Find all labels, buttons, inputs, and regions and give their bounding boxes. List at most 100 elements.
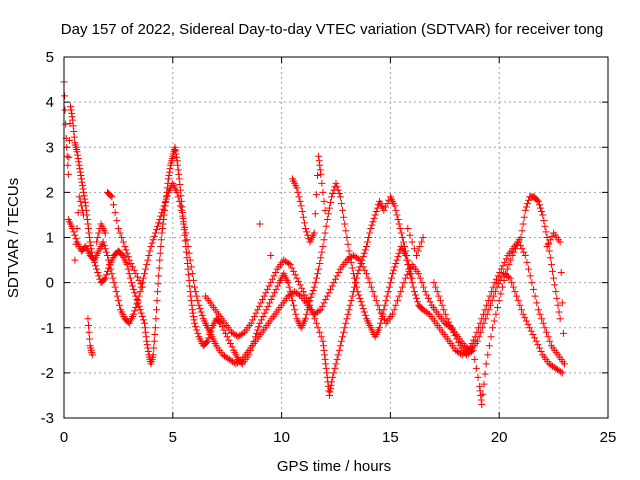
data-point-fill xyxy=(257,316,265,324)
data-point-fill xyxy=(322,222,330,230)
data-point-fill xyxy=(180,218,188,226)
data-point-fill xyxy=(382,297,390,305)
data-point-fill xyxy=(518,245,526,253)
data-point-fill xyxy=(155,272,163,280)
data-point-fill xyxy=(220,326,228,334)
data-point-fill xyxy=(406,265,414,273)
data-point-fill xyxy=(516,301,524,309)
data-point xyxy=(254,306,262,314)
data-point-fill xyxy=(502,255,510,263)
data-point-fill xyxy=(372,208,380,216)
data-point xyxy=(160,202,168,210)
data-point-fill xyxy=(161,199,169,207)
data-point xyxy=(191,283,199,291)
data-point-fill xyxy=(110,201,118,209)
data-point-fill xyxy=(157,212,165,220)
data-point-fill xyxy=(335,190,343,198)
data-point-fill xyxy=(545,247,553,255)
data-point-fill xyxy=(186,282,194,290)
data-point-fill xyxy=(448,325,456,333)
data-point xyxy=(195,301,203,309)
data-point xyxy=(478,400,486,408)
data-point-fill xyxy=(142,265,150,273)
data-point-fill xyxy=(271,289,279,297)
data-point-fill xyxy=(76,168,84,176)
data-point-fill xyxy=(512,245,520,253)
data-point xyxy=(519,310,527,318)
data-point-fill xyxy=(259,312,267,320)
data-point-fill xyxy=(127,259,135,267)
data-point-fill xyxy=(154,222,162,230)
data-point-fill xyxy=(174,161,182,169)
data-point-fill xyxy=(157,243,165,251)
data-point-fill xyxy=(194,297,202,305)
data-point-fill xyxy=(183,236,191,244)
data-point-fill xyxy=(87,241,95,249)
data-point-fill xyxy=(340,213,348,221)
data-point xyxy=(293,184,301,192)
data-point-fill xyxy=(321,229,329,237)
data-point xyxy=(191,319,199,327)
data-point-fill xyxy=(194,329,202,337)
data-point-fill xyxy=(319,188,327,196)
data-point xyxy=(101,229,109,237)
data-point-fill xyxy=(484,351,492,359)
data-point-fill xyxy=(288,264,296,272)
data-point-fill xyxy=(124,253,132,261)
data-point-fill xyxy=(481,370,489,378)
data-point-fill xyxy=(154,280,162,288)
data-point-fill xyxy=(83,215,91,223)
y-tick-label: -2 xyxy=(41,365,54,382)
data-point-fill xyxy=(138,312,146,320)
data-point-fill xyxy=(85,229,93,237)
data-point xyxy=(325,391,333,399)
data-point-fill xyxy=(318,179,326,187)
data-point-fill xyxy=(370,214,378,222)
data-point xyxy=(121,243,129,251)
data-point xyxy=(267,252,275,260)
data-point-fill xyxy=(426,298,434,306)
data-point-fill xyxy=(301,291,309,299)
data-point-fill xyxy=(387,274,395,282)
data-point-fill xyxy=(254,326,262,334)
data-point-fill xyxy=(352,279,360,287)
data-point-fill xyxy=(374,301,382,309)
data-point-fill xyxy=(327,385,335,393)
data-point-fill xyxy=(105,256,113,264)
data-point-fill xyxy=(174,193,182,201)
data-point-fill xyxy=(163,192,171,200)
data-point-fill xyxy=(316,328,324,336)
data-point-fill xyxy=(157,236,165,244)
data-point xyxy=(486,301,494,309)
data-point-fill xyxy=(188,270,196,278)
data-point-fill xyxy=(179,212,187,220)
data-point-fill xyxy=(144,256,152,264)
data-point-fill xyxy=(181,237,189,245)
data-point-fill xyxy=(308,290,316,298)
data-point-fill xyxy=(523,200,531,208)
data-point-fill xyxy=(471,355,479,363)
data-point-fill xyxy=(539,319,547,327)
data-point-fill xyxy=(142,333,150,341)
data-point xyxy=(302,315,310,323)
data-point-fill xyxy=(267,296,275,304)
data-point-fill xyxy=(62,120,70,128)
data-point-fill xyxy=(285,259,293,267)
data-point xyxy=(75,161,83,169)
data-point xyxy=(86,238,94,246)
data-point-fill xyxy=(222,329,230,337)
data-point xyxy=(149,351,157,359)
data-point-fill xyxy=(454,338,462,346)
data-point xyxy=(321,355,329,363)
data-point-fill xyxy=(405,261,413,269)
data-point-fill xyxy=(152,226,160,234)
data-point-fill xyxy=(319,342,327,350)
data-point-fill xyxy=(226,340,234,348)
data-point-fill xyxy=(355,291,363,299)
data-point-fill xyxy=(368,221,376,229)
data-point-fill xyxy=(335,268,343,276)
data-point-fill xyxy=(438,301,446,309)
data-point xyxy=(517,234,525,241)
data-point xyxy=(77,175,85,183)
